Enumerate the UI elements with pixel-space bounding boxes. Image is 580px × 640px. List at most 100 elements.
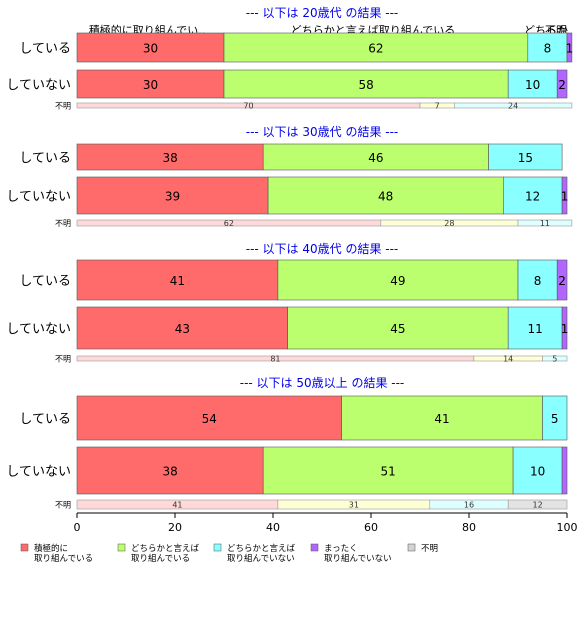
legend-swatch (310, 543, 319, 552)
data-label: 38 (162, 465, 177, 479)
bar-segment (76, 446, 264, 495)
data-label: 1 (566, 42, 574, 56)
bar-segment (76, 395, 342, 441)
row-label: していない (6, 78, 71, 93)
x-tick-label: 80 (462, 521, 476, 534)
missing-label: 11 (540, 219, 550, 228)
data-label: 15 (518, 151, 533, 165)
bar-segment (502, 176, 563, 215)
data-label: 38 (162, 151, 177, 165)
data-label: 10 (525, 78, 540, 92)
bar-segment (561, 306, 568, 350)
x-tick-label: 40 (266, 521, 280, 534)
legend-swatch (213, 543, 222, 552)
missing-row-label: 不明 (55, 219, 71, 228)
x-tick-label: 20 (168, 521, 182, 534)
legend-swatch (407, 543, 416, 552)
data-label: 45 (390, 322, 405, 336)
x-tick-label: 60 (364, 521, 378, 534)
missing-label: 41 (172, 501, 182, 510)
group-title: --- 以下は 20歳代 の結果 --- (246, 6, 399, 20)
legend-label: 不明 (421, 544, 438, 554)
legend-swatch (117, 543, 126, 552)
bar-segment (76, 306, 288, 350)
group-title: --- 以下は 30歳代 の結果 --- (246, 125, 399, 139)
bar-segment (542, 395, 568, 441)
data-label: 30 (143, 78, 158, 92)
missing-label: 7 (435, 102, 440, 111)
legend-label: 取り組んでいない (324, 553, 392, 564)
data-label: 39 (165, 190, 180, 204)
bar-segment (341, 395, 543, 441)
missing-row-label: 不明 (55, 102, 71, 111)
data-label: 2 (558, 274, 566, 288)
data-label: 5 (551, 412, 559, 426)
bar-segment (76, 259, 279, 301)
group-title: --- 以下は 40歳代 の結果 --- (246, 242, 399, 256)
missing-segment (453, 102, 573, 109)
missing-label: 31 (349, 501, 359, 510)
legend-label: 取り組んでいない (227, 553, 295, 564)
data-label: 12 (525, 190, 540, 204)
data-label: 48 (378, 190, 393, 204)
missing-label: 62 (224, 219, 234, 228)
data-label: 58 (358, 78, 373, 92)
bar-segment (76, 69, 225, 99)
missing-segment (507, 499, 568, 510)
legend-swatch (20, 543, 29, 552)
group-title: --- 以下は 50歳以上 の結果 --- (240, 376, 405, 390)
bar-segment (561, 446, 568, 495)
legend-label: どちらかと言えば (131, 543, 200, 554)
bar-segment (277, 259, 519, 301)
data-label: 8 (544, 42, 552, 56)
missing-segment (517, 219, 573, 227)
missing-segment (542, 355, 568, 362)
bar-segment (76, 176, 269, 215)
missing-label: 24 (508, 102, 518, 111)
data-label: 51 (381, 465, 396, 479)
legend-label: どちらかと言えば (227, 543, 296, 554)
missing-label: 70 (243, 102, 253, 111)
bar-segment (223, 32, 529, 63)
bar-segment (223, 69, 509, 99)
bar-segment (76, 143, 264, 171)
row-label: している (19, 274, 71, 289)
data-label: 10 (530, 465, 545, 479)
bar-segment (561, 176, 568, 215)
missing-label: 5 (552, 355, 557, 364)
data-label: 8 (534, 274, 542, 288)
missing-label: 81 (270, 355, 280, 364)
bar-segment (512, 446, 563, 495)
row-label: している (19, 412, 71, 427)
legend-label: まったく (324, 544, 358, 554)
data-label: 2 (558, 78, 566, 92)
data-label: 54 (202, 412, 217, 426)
row-label: している (19, 42, 71, 57)
missing-row-label: 不明 (55, 355, 71, 364)
data-label: 43 (175, 322, 190, 336)
bar-segment (262, 446, 514, 495)
row-label: していない (6, 465, 71, 480)
data-label: 46 (368, 151, 383, 165)
data-label: 1 (561, 190, 569, 204)
x-tick-label: 100 (557, 521, 578, 534)
missing-label: 28 (444, 219, 454, 228)
bar-segment (287, 306, 509, 350)
bar-segment (267, 176, 504, 215)
bar-segment (556, 69, 568, 99)
bar-segment (527, 32, 568, 63)
missing-label: 16 (464, 501, 474, 510)
bar-segment (262, 143, 489, 171)
row-label: している (19, 151, 71, 166)
data-label: 41 (170, 274, 185, 288)
bar-segment (556, 259, 568, 301)
data-label: 62 (368, 42, 383, 56)
data-label: 1 (561, 322, 569, 336)
legend-label: 積極的に (34, 543, 68, 554)
bar-segment (566, 32, 573, 63)
missing-label: 14 (503, 355, 513, 364)
row-label: していない (6, 190, 71, 205)
legend-label: 取り組んでいる (34, 553, 93, 564)
bar-segment (488, 143, 563, 171)
